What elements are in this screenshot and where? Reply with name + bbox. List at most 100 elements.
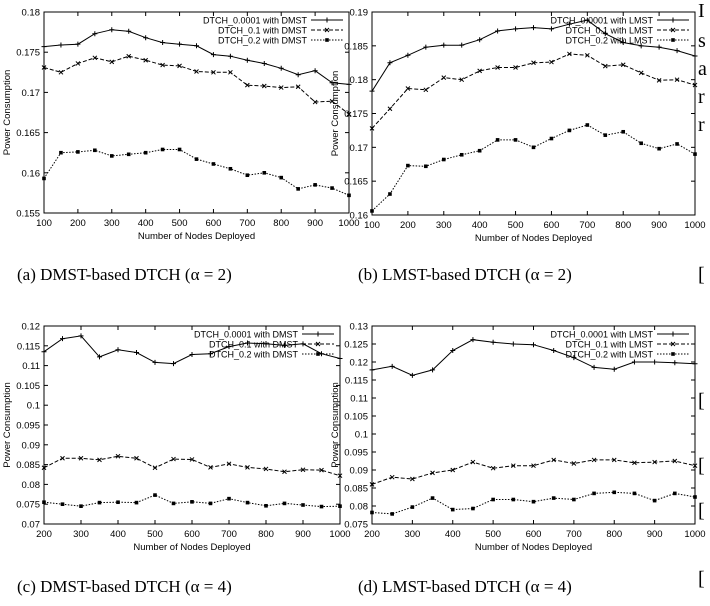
chart-3: 200 300 400 500 600 700 800 900 10000.0750.080.0… [330,322,706,554]
caption-b: (b) LMST-based DTCH (α = 2) [358,265,572,284]
data-point [330,186,334,190]
series-line-2 [43,149,350,196]
x-tick-label: 500 [508,220,524,231]
legend-label: DTCH_0.2 with LMST [565,349,653,359]
x-tick-label: 700 [221,529,237,540]
x-tick-label: 900 [651,220,667,231]
data-point [490,339,496,345]
data-point [584,17,590,23]
legend-label: DTCH_0.2 with DMST [209,349,299,359]
side-text-6: [ [698,390,705,412]
x-tick-label: 500 [147,529,163,540]
data-point [263,341,269,347]
chart-2: 200 300 400 500 600 700 800 900 1000 0.07 0.075 0.0… [2,322,351,554]
side-text-4: r [698,114,705,136]
data-point [405,86,411,91]
data-point [263,466,269,472]
data-point [261,60,267,66]
data-point [430,367,436,373]
legend-swatch-marker [671,38,675,42]
legend-label: DTCH_0.2 with DMST [218,35,308,45]
y-tick-label: 0.18 [22,8,41,19]
legend-label: DTCH_0.0001 with DMST [203,15,308,25]
data-point [571,355,577,361]
x-tick-label: 400 [445,529,461,540]
side-text-9: [ [698,568,705,590]
x-tick-label: 900 [307,218,323,229]
data-point [409,372,415,378]
x-tick-label: 800 [258,529,274,540]
side-text-1: s [698,30,706,52]
y-tick-label: 0.08 [22,480,41,491]
data-point [208,501,213,506]
y-tick-label: 0.095 [16,421,40,432]
data-point [189,352,195,358]
data-point [551,347,557,353]
data-point [675,142,679,146]
x-tick-label: 1000 [329,529,350,540]
x-tick-label: 500 [172,218,188,229]
data-point [92,55,98,61]
data-point [177,41,183,47]
y-axis-title: Power Consumption [2,70,13,156]
data-point [93,148,97,153]
data-point [513,65,518,70]
data-point [313,183,317,187]
data-point [370,510,374,515]
data-point [471,506,475,511]
data-point [160,62,165,68]
data-point [319,467,324,473]
y-tick-label: 0.115 [17,341,40,352]
data-point [510,463,516,469]
legend-label: DTCH_0.1 with LMST [565,25,653,35]
data-point [405,52,411,58]
data-point [58,42,64,48]
data-point [531,145,536,150]
y-tick-label: 0.095 [344,448,368,459]
data-point [513,26,519,32]
data-point [584,52,590,58]
x-tick-label: 1000 [338,218,359,229]
y-tick-label: 0.085 [16,460,40,471]
data-point [76,150,80,154]
data-point [410,505,415,509]
series-line-1 [371,459,696,485]
data-point [60,455,65,461]
data-point [278,85,284,90]
data-point [693,495,697,499]
data-point [450,507,455,512]
data-point [549,59,554,65]
data-point [134,455,139,461]
legend-label: DTCH_0.1 with DMST [209,339,299,349]
y-axis-title: Power Consumption [2,382,13,468]
side-text-8: [ [698,500,705,522]
data-point [282,342,287,348]
data-point [337,355,343,361]
data-point [495,65,500,70]
data-point [592,491,596,496]
data-point [75,61,81,66]
y-tick-label: 0.19 [350,8,369,19]
y-axis-title: Power Consumption [330,382,341,468]
y-tick-label: 0.125 [344,340,368,351]
x-tick-label: 500 [485,529,501,540]
data-point [674,48,680,54]
data-point [423,44,429,50]
data-point [387,106,393,112]
data-point [245,173,250,178]
data-point [160,147,165,152]
data-point [109,27,115,33]
data-point [638,70,644,76]
x-tick-label: 400 [138,218,154,229]
data-point [171,361,176,367]
legend-label: DTCH_0.1 with DMST [218,25,308,35]
data-point [631,359,637,365]
y-tick-label: 0.075 [344,520,368,531]
data-point [639,141,643,146]
data-point [531,463,536,469]
x-tick-label: 100 [36,218,52,229]
legend-swatch-marker [315,331,321,337]
x-tick-label: 700 [239,218,255,229]
data-point [531,342,536,348]
x-tick-label: 700 [566,529,582,540]
